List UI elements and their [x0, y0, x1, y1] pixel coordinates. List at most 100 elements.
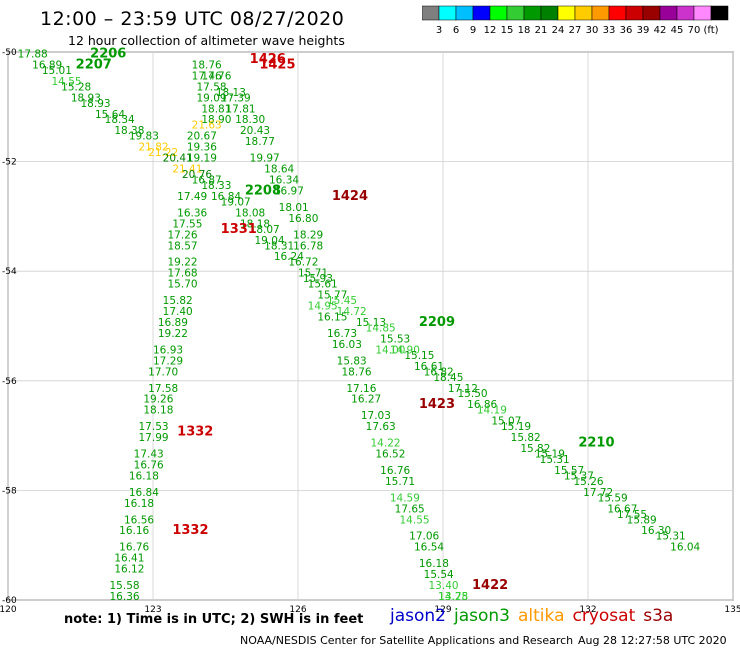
wave-height-label: 16.24 [274, 251, 304, 263]
wave-height-label: 16.52 [375, 449, 405, 461]
wave-height-label: 15.83 [337, 355, 367, 367]
wave-height-label: 16.72 [288, 257, 318, 269]
lon-tick-label: 126 [289, 605, 306, 615]
wave-height-label: 15.19 [535, 449, 565, 461]
wave-height-label: 19.22 [158, 328, 188, 340]
color-scale-bar: 3 6 9 12 15 18 21 24 27 30 33 36 39 42 45 70 (ft) [422, 5, 729, 36]
credit-line: NOAA/NESDIS Center for Satellite Applica… [240, 634, 574, 647]
wave-height-label: 17.49 [177, 191, 207, 203]
wave-height-label: 19.22 [168, 257, 198, 269]
lat-tick-label: -54 [2, 267, 17, 277]
wave-height-label: 20.41 [163, 153, 193, 165]
wave-height-label: 17.58 [148, 383, 178, 395]
color-scale-label: 30 [586, 25, 599, 36]
wave-height-label: 16.61 [414, 361, 444, 373]
wave-height-label: 18.08 [235, 207, 265, 219]
wave-height-label: 17.16 [346, 383, 376, 395]
wave-height-label: 15.64 [95, 109, 125, 121]
wave-height-label: 18.01 [279, 202, 309, 214]
wave-height-label: 16.76 [134, 459, 164, 471]
wave-height-label: 16.80 [288, 213, 318, 225]
wave-height-label: 17.65 [395, 503, 425, 515]
wave-height-label: 21.63 [192, 120, 222, 132]
pass-time-label: 2209 [419, 315, 455, 330]
satellite-legend: jason2 jason3 altika cryosat s3a [390, 606, 681, 626]
wave-height-label: 17.12 [448, 383, 478, 395]
wave-height-label: 16.18 [124, 498, 154, 510]
wave-height-label: 20.76 [182, 169, 212, 181]
wave-height-label: 18.76 [342, 366, 372, 378]
pass-time-label: 1332 [177, 425, 213, 440]
wave-height-label: 16.84 [129, 487, 159, 499]
wave-height-label: 14.72 [337, 306, 367, 318]
legend-item-jason3: jason3 [454, 606, 510, 626]
wave-height-label: 16.36 [177, 207, 207, 219]
page-title: 12:00 – 23:59 UTC 08/27/2020 [40, 8, 345, 30]
color-scale-label: 45 [671, 25, 684, 36]
wave-height-label: 15.13 [356, 317, 386, 329]
color-scale-label: 70 [688, 25, 701, 36]
wave-height-label: 18.90 [201, 114, 231, 126]
legend-item-s3a: s3a [643, 606, 674, 626]
wave-height-label: 17.43 [134, 449, 164, 461]
wave-height-label: 17.88 [18, 48, 48, 60]
wave-height-label: 16.84 [211, 191, 241, 203]
wave-height-label: 14.90 [390, 344, 420, 356]
lat-tick-label: -58 [2, 486, 17, 496]
color-scale-label: 15 [501, 25, 514, 36]
generated-timestamp: Aug 28 12:27:58 UTC 2020 [578, 634, 727, 647]
wave-height-label: 17.72 [583, 487, 613, 499]
wave-height-label: 17.81 [226, 103, 256, 115]
wave-height-label: 16.18 [419, 558, 449, 570]
pass-time-label: 1423 [419, 397, 455, 412]
legend-item-jason2: jason2 [390, 606, 446, 626]
wave-height-label: 15.71 [385, 476, 415, 488]
wave-height-label: 15.82 [163, 295, 193, 307]
footer-note: note: 1) Time is in UTC; 2) SWH is in fe… [64, 612, 364, 627]
color-scale-label: 18 [518, 25, 531, 36]
wave-height-label: 18.29 [293, 229, 323, 241]
wave-height-label: 19.19 [187, 153, 217, 165]
legend-item-altika: altika [518, 606, 565, 626]
wave-height-label: 17.70 [148, 366, 178, 378]
pass-time-label: 1425 [259, 57, 295, 72]
pass-time-label: 1332 [172, 523, 208, 538]
wave-height-label: 18.77 [245, 136, 275, 148]
wave-height-label: 15.82 [511, 432, 541, 444]
wave-height-label: 16.36 [110, 591, 140, 603]
wave-height-label: 15.26 [574, 476, 604, 488]
wave-height-label: 18.81 [201, 103, 231, 115]
wave-height-label: 19.36 [187, 142, 217, 154]
wave-height-label: 15.15 [404, 350, 434, 362]
color-scale-label: 24 [552, 25, 565, 36]
wave-height-label: 16.03 [332, 339, 362, 351]
pass-time-label: 2210 [578, 436, 614, 451]
color-scale-label: (ft) [703, 25, 718, 36]
color-scale-label: 39 [637, 25, 650, 36]
lat-tick-label: -56 [2, 377, 17, 387]
wave-height-label: 16.12 [114, 564, 144, 576]
wave-height-label: 17.03 [361, 410, 391, 422]
wave-height-label: 21.82 [139, 142, 169, 154]
wave-height-label: 16.18 [129, 470, 159, 482]
wave-height-label: 16.89 [32, 59, 62, 71]
wave-height-label: 18.30 [235, 114, 265, 126]
wave-height-label: 19.83 [129, 131, 159, 143]
wave-height-label: 15.71 [298, 268, 328, 280]
wave-height-label: 18.45 [433, 372, 463, 384]
pass-time-label: 1422 [472, 578, 508, 593]
wave-height-label: 18.38 [114, 125, 144, 137]
wave-height-label: 20.67 [187, 131, 217, 143]
wave-height-label: 17.40 [163, 306, 193, 318]
wave-height-label: 16.73 [327, 328, 357, 340]
wave-height-label: 15.70 [168, 279, 198, 291]
wave-height-label: 15.54 [424, 569, 454, 581]
wave-height-label: 16.76 [380, 465, 410, 477]
wave-height-label: 18.93 [71, 92, 101, 104]
wave-height-label: 18.31 [264, 240, 294, 252]
color-scale-label: 42 [654, 25, 667, 36]
lon-tick-label: 135 [724, 605, 740, 615]
lon-tick-label: 132 [579, 605, 596, 615]
pass-time-label: 1331 [221, 222, 257, 237]
wave-height-label: 15.19 [501, 421, 531, 433]
